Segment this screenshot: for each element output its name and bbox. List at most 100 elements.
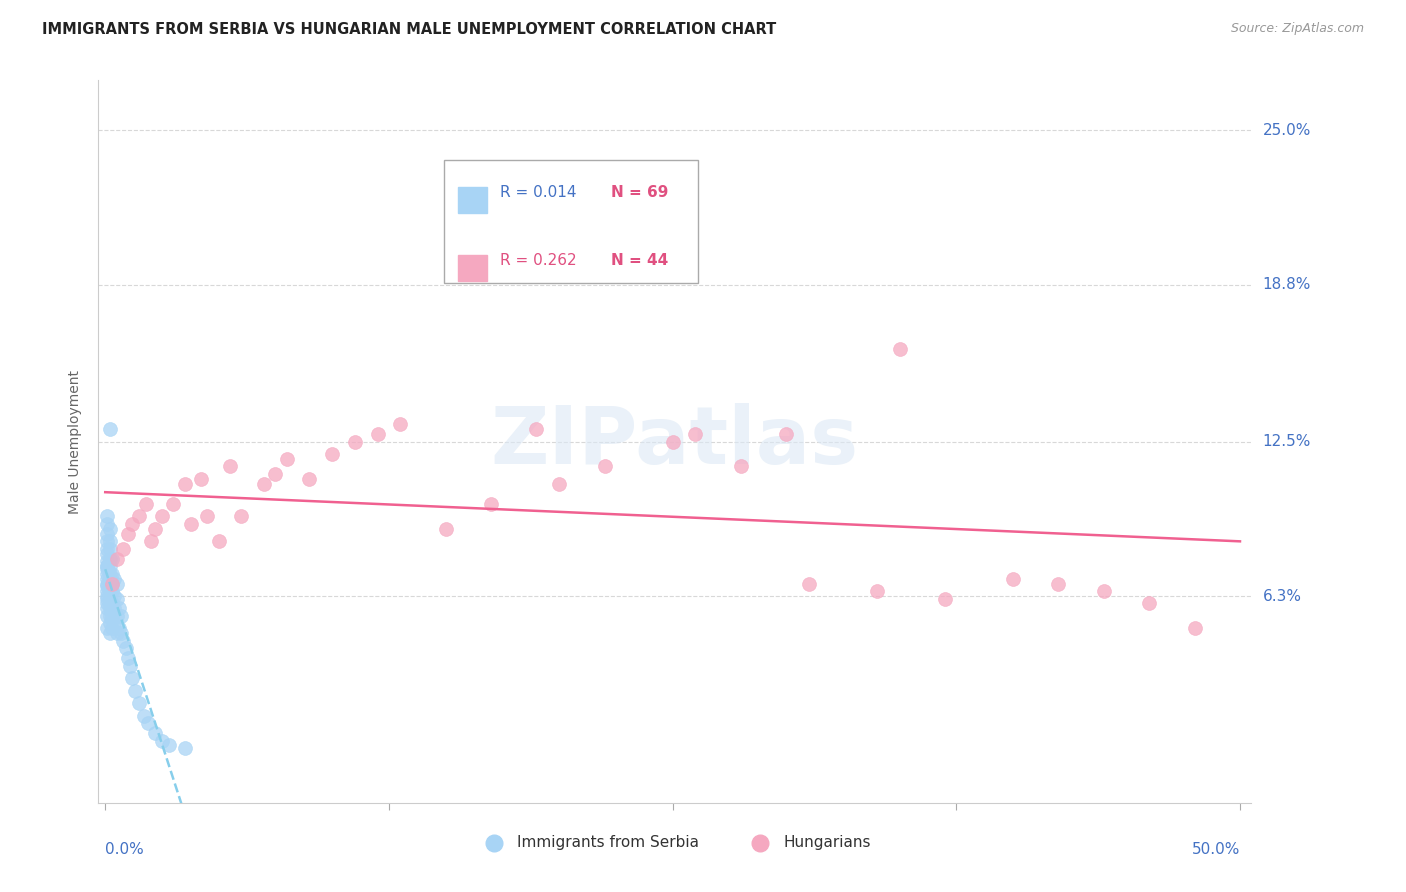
Point <box>157 739 180 753</box>
Point <box>276 452 298 467</box>
Point <box>121 516 143 531</box>
Point <box>96 576 118 591</box>
Point <box>98 551 121 566</box>
Point <box>173 476 195 491</box>
Point <box>112 541 135 556</box>
Point <box>934 591 956 606</box>
Point <box>96 559 118 574</box>
Point <box>98 597 121 611</box>
Point <box>143 726 166 740</box>
Point <box>105 551 128 566</box>
Point <box>661 434 683 449</box>
Point <box>173 741 195 756</box>
Point <box>132 708 155 723</box>
Point <box>96 566 118 581</box>
Point <box>298 472 321 486</box>
Point <box>190 472 212 486</box>
Point <box>98 591 121 606</box>
Point <box>96 572 118 586</box>
Point <box>108 601 131 615</box>
Point <box>434 522 457 536</box>
Point <box>96 559 118 574</box>
Point <box>1002 572 1025 586</box>
Point <box>866 584 889 599</box>
Bar <box>458 186 486 212</box>
Point <box>98 566 121 581</box>
Point <box>105 626 128 640</box>
FancyBboxPatch shape <box>444 160 697 283</box>
Point <box>98 541 121 556</box>
Point <box>98 576 121 591</box>
Point <box>101 551 124 566</box>
Point <box>117 526 139 541</box>
Point <box>96 561 118 575</box>
Point <box>98 584 121 599</box>
Point <box>96 584 118 599</box>
Point <box>1047 576 1070 591</box>
Point <box>110 626 132 640</box>
Point <box>96 609 118 624</box>
Point <box>138 716 160 731</box>
Text: N = 44: N = 44 <box>612 253 669 268</box>
Point <box>96 589 118 603</box>
Point <box>114 641 136 656</box>
Point <box>101 597 124 611</box>
Legend: Immigrants from Serbia, Hungarians: Immigrants from Serbia, Hungarians <box>472 830 877 856</box>
Point <box>103 572 125 586</box>
Point <box>101 576 124 591</box>
Point <box>253 476 276 491</box>
Point <box>108 621 131 635</box>
Point <box>139 534 162 549</box>
Point <box>128 696 150 710</box>
Point <box>231 509 253 524</box>
Text: 0.0%: 0.0% <box>105 842 143 856</box>
Point <box>526 422 548 436</box>
Point <box>101 584 124 599</box>
Point <box>110 609 132 624</box>
Point <box>98 616 121 631</box>
Point <box>685 427 707 442</box>
Point <box>124 683 146 698</box>
Point <box>96 526 118 541</box>
Text: 6.3%: 6.3% <box>1263 589 1302 604</box>
Point <box>96 516 118 531</box>
Point <box>143 522 166 536</box>
Point <box>264 467 287 481</box>
Point <box>150 733 173 747</box>
Point <box>98 559 121 574</box>
Point <box>343 434 366 449</box>
Point <box>96 534 118 549</box>
Point <box>1184 621 1206 635</box>
Point <box>105 609 128 624</box>
Point <box>120 658 142 673</box>
Text: R = 0.262: R = 0.262 <box>499 253 576 268</box>
Point <box>98 534 121 549</box>
Point <box>96 554 118 568</box>
Point <box>98 609 121 624</box>
Point <box>96 579 118 593</box>
Point <box>730 459 752 474</box>
Point <box>367 427 389 442</box>
Bar <box>458 255 486 281</box>
Point <box>889 343 911 357</box>
Point <box>548 476 571 491</box>
Point <box>96 541 118 556</box>
Point <box>96 621 118 635</box>
Text: N = 69: N = 69 <box>612 185 669 200</box>
Point <box>219 459 242 474</box>
Point <box>101 576 124 591</box>
Point <box>96 591 118 606</box>
Text: 18.8%: 18.8% <box>1263 277 1310 292</box>
Point <box>98 626 121 640</box>
Point <box>98 422 121 436</box>
Text: R = 0.014: R = 0.014 <box>499 185 576 200</box>
Point <box>162 497 184 511</box>
Point <box>101 566 124 581</box>
Point <box>96 597 118 611</box>
Point <box>180 516 202 531</box>
Point <box>150 509 173 524</box>
Point <box>479 497 502 511</box>
Point <box>101 621 124 635</box>
Point <box>98 601 121 615</box>
Point <box>112 633 135 648</box>
